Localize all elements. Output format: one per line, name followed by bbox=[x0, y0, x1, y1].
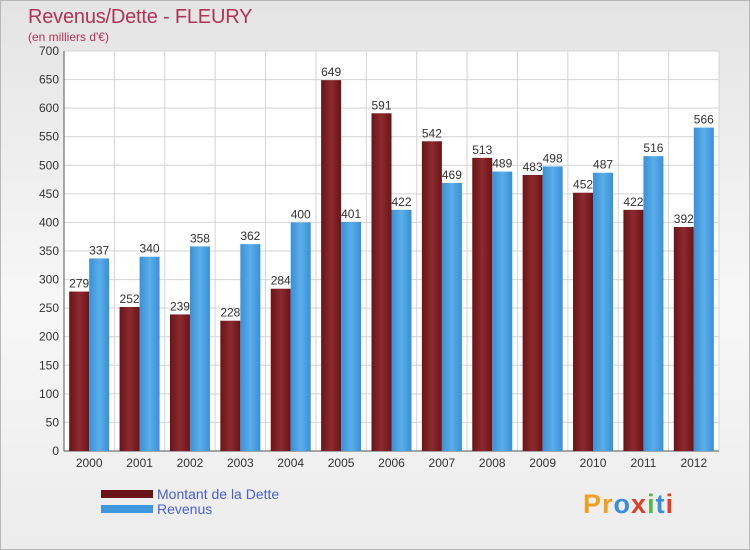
bar-dette-2007 bbox=[421, 141, 442, 452]
data-label-dette-2010: 452 bbox=[573, 178, 593, 192]
x-tick-label: 2004 bbox=[277, 456, 304, 470]
y-tick-label: 200 bbox=[39, 330, 59, 344]
x-tick-label: 2006 bbox=[378, 456, 405, 470]
y-tick-label: 600 bbox=[39, 101, 59, 115]
x-tick-label: 2011 bbox=[631, 456, 657, 470]
data-label-dette-2002: 239 bbox=[170, 299, 190, 313]
y-tick-label: 550 bbox=[39, 130, 59, 144]
data-label-revenus-2012: 566 bbox=[694, 113, 714, 127]
data-label-dette-2001: 252 bbox=[120, 292, 140, 306]
bar-revenus-2001 bbox=[139, 256, 160, 451]
proxiti-logo: Proxiti bbox=[583, 489, 674, 520]
data-label-revenus-2000: 337 bbox=[89, 243, 109, 257]
bar-dette-2003 bbox=[220, 320, 241, 451]
data-label-dette-2006: 591 bbox=[371, 98, 391, 112]
data-label-revenus-2008: 489 bbox=[492, 157, 512, 171]
bar-dette-2005 bbox=[321, 80, 342, 452]
data-label-dette-2007: 542 bbox=[422, 126, 442, 140]
bar-dette-2000 bbox=[69, 291, 90, 451]
y-tick-label: 100 bbox=[39, 387, 59, 401]
y-tick-label: 400 bbox=[39, 215, 59, 229]
bar-dette-2004 bbox=[270, 288, 291, 451]
x-tick-label: 2000 bbox=[76, 456, 103, 470]
bar-dette-2001 bbox=[119, 307, 140, 451]
data-label-revenus-2011: 516 bbox=[643, 141, 663, 155]
x-tick-label: 2007 bbox=[429, 456, 456, 470]
logo-letter: P bbox=[583, 489, 603, 519]
y-tick-label: 250 bbox=[39, 301, 59, 315]
data-label-dette-2008: 513 bbox=[472, 143, 492, 157]
bar-revenus-2003 bbox=[240, 244, 261, 451]
data-label-revenus-2002: 358 bbox=[190, 231, 210, 245]
bar-revenus-2008 bbox=[492, 171, 513, 452]
y-tick-label: 300 bbox=[39, 273, 59, 287]
data-label-revenus-2001: 340 bbox=[140, 242, 160, 256]
data-label-revenus-2004: 400 bbox=[291, 207, 311, 221]
bar-dette-2011 bbox=[623, 209, 644, 451]
bar-dette-2012 bbox=[673, 227, 694, 451]
data-label-dette-2004: 284 bbox=[271, 274, 291, 288]
data-label-revenus-2009: 498 bbox=[543, 151, 563, 165]
logo-letter: r bbox=[602, 489, 614, 519]
x-tick-label: 2010 bbox=[580, 456, 607, 470]
data-label-revenus-2003: 362 bbox=[240, 229, 260, 243]
data-label-revenus-2006: 422 bbox=[391, 195, 411, 209]
logo-letter: i bbox=[665, 489, 675, 519]
bar-dette-2002 bbox=[169, 314, 190, 451]
bar-revenus-2011 bbox=[643, 156, 664, 451]
x-tick-label: 2012 bbox=[680, 456, 707, 470]
data-label-revenus-2007: 469 bbox=[442, 168, 462, 182]
data-label-dette-2012: 392 bbox=[674, 212, 694, 226]
legend-label-dette: Montant de la Dette bbox=[157, 486, 280, 502]
data-label-dette-2011: 422 bbox=[623, 195, 643, 209]
bar-dette-2006 bbox=[371, 113, 392, 452]
logo-letter: o bbox=[613, 489, 632, 519]
chart-subtitle: (en milliers d'€) bbox=[28, 30, 109, 44]
y-tick-label: 350 bbox=[39, 244, 59, 258]
bar-revenus-2002 bbox=[189, 246, 210, 451]
bar-revenus-2007 bbox=[441, 183, 462, 451]
y-tick-label: 150 bbox=[39, 358, 59, 372]
bar-revenus-2010 bbox=[593, 172, 614, 451]
legend-label-revenus: Revenus bbox=[157, 501, 213, 517]
logo-letter: x bbox=[631, 489, 648, 519]
data-label-revenus-2005: 401 bbox=[341, 207, 361, 221]
x-tick-label: 2005 bbox=[328, 456, 355, 470]
bar-revenus-2004 bbox=[290, 222, 311, 451]
x-tick-label: 2003 bbox=[227, 456, 254, 470]
x-tick-label: 2001 bbox=[126, 456, 153, 470]
logo-letter: i bbox=[647, 489, 656, 519]
logo-letter: t bbox=[655, 489, 666, 519]
bar-dette-2008 bbox=[472, 157, 493, 451]
y-tick-label: 50 bbox=[46, 415, 60, 429]
y-tick-label: 500 bbox=[39, 158, 59, 172]
data-label-revenus-2010: 487 bbox=[593, 158, 613, 172]
bar-revenus-2012 bbox=[693, 127, 714, 452]
legend-swatch-dette bbox=[101, 490, 153, 498]
chart-title: Revenus/Dette - FLEURY bbox=[28, 6, 253, 28]
bar-dette-2010 bbox=[573, 192, 594, 451]
bar-revenus-2009 bbox=[542, 166, 563, 451]
bar-dette-2009 bbox=[522, 175, 543, 451]
x-tick-label: 2008 bbox=[479, 456, 506, 470]
y-tick-label: 0 bbox=[52, 444, 59, 458]
data-label-dette-2003: 228 bbox=[220, 306, 240, 320]
bar-revenus-2006 bbox=[391, 209, 412, 451]
y-tick-label: 700 bbox=[39, 44, 59, 58]
bar-revenus-2000 bbox=[89, 258, 110, 451]
data-label-dette-2000: 279 bbox=[69, 277, 89, 291]
bar-revenus-2005 bbox=[341, 221, 362, 451]
data-label-dette-2009: 483 bbox=[523, 160, 543, 174]
legend-swatch-revenus bbox=[101, 505, 153, 513]
y-tick-label: 450 bbox=[39, 187, 59, 201]
x-tick-label: 2002 bbox=[177, 456, 204, 470]
y-tick-label: 650 bbox=[39, 73, 59, 87]
x-tick-label: 2009 bbox=[529, 456, 556, 470]
data-label-dette-2005: 649 bbox=[321, 65, 341, 79]
